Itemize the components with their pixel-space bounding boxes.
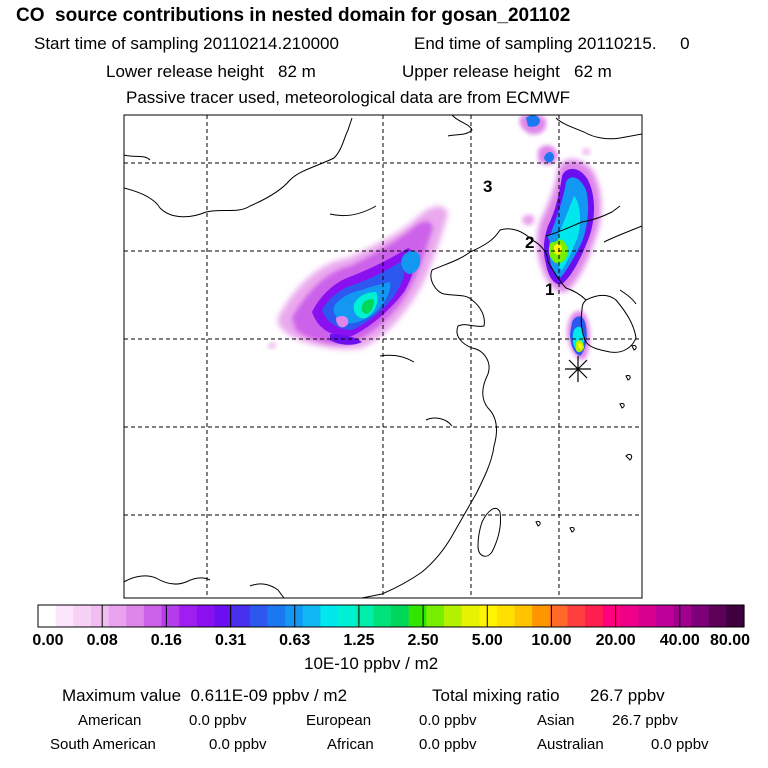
colorbar-cell [426, 605, 445, 627]
colorbar-cell [726, 605, 745, 627]
colorbar-cell [373, 605, 392, 627]
colorbar-cells [38, 605, 745, 627]
colorbar-cell [90, 605, 110, 627]
colorbar-ticks [37, 605, 745, 627]
label-1: 1 [545, 280, 554, 299]
colorbar-cell [143, 605, 163, 627]
total-mixing-label: Total mixing ratio [432, 686, 560, 705]
colorbar-cell [73, 605, 92, 627]
european-label: European [306, 712, 372, 729]
colorbar-cell [461, 605, 480, 627]
colorbar-cell [496, 605, 516, 627]
colorbar-cell [655, 605, 674, 627]
south-american-label: South American [50, 736, 156, 753]
plume-south [567, 310, 591, 360]
max-value-text: Maximum value 0.611E-09 ppbv / m2 [62, 686, 348, 705]
start-time-text: Start time of sampling 20110214.210000 [34, 34, 339, 53]
colorbar-cell [55, 605, 74, 627]
colorbar-cell [126, 605, 145, 627]
colorbar-cell [602, 605, 622, 627]
colorbar-cell [196, 605, 216, 627]
trajectory-labels: 1 2 3 [483, 177, 554, 299]
colorbar-cell [514, 605, 533, 627]
european-value: 0.0 ppbv [419, 712, 477, 729]
colorbar-cell [179, 605, 198, 627]
upper-height-text: Upper release height 62 m [402, 62, 612, 81]
asian-label: Asian [537, 712, 575, 729]
colorbar-tick-label: 10.00 [531, 632, 571, 649]
tracer-note-text: Passive tracer used, meteorological data… [126, 88, 571, 107]
colorbar-tick-label: 0.31 [215, 632, 246, 649]
end-time-text: End time of sampling 20110215. 0 [414, 34, 690, 53]
colorbar-cell [267, 605, 286, 627]
colorbar-cell [638, 605, 657, 627]
american-value: 0.0 ppbv [189, 712, 247, 729]
plot-title: CO source contributions in nested domain… [16, 5, 571, 26]
colorbar-cell [285, 605, 304, 627]
colorbar-cell [585, 605, 604, 627]
colorbar-cell [479, 605, 498, 627]
american-label: American [78, 712, 142, 729]
colorbar-tick-label: 0.00 [32, 632, 63, 649]
colorbar-tick-label: 0.08 [87, 632, 118, 649]
african-label: African [327, 736, 374, 753]
colorbar-cell [549, 605, 569, 627]
colorbar-cell [161, 605, 180, 627]
colorbar-cell [108, 605, 127, 627]
colorbar-cell [708, 605, 727, 627]
asterisk-icon [565, 356, 591, 382]
colorbar-tick-label: 0.16 [151, 632, 182, 649]
colorbar-tick-label: 5.00 [472, 632, 503, 649]
colorbar-tick-label: 80.00 [710, 632, 750, 649]
colorbar-tick-label: 1.25 [343, 632, 374, 649]
colorbar-cell [38, 605, 57, 627]
colorbar-cell [567, 605, 586, 627]
colorbar-cell [673, 605, 692, 627]
label-2: 2 [525, 233, 534, 252]
colorbar-tick-label: 0.63 [279, 632, 310, 649]
colorbar-tick-label: 2.50 [408, 632, 439, 649]
colorbar-cell [620, 605, 639, 627]
colorbar-tick-label: 40.00 [660, 632, 700, 649]
colorbar-cell [408, 605, 427, 627]
colorbar-cell [232, 605, 251, 627]
colorbar-labels: 0.00 0.08 0.16 0.31 0.63 1.25 2.50 5.00 10.00 20.… [32, 632, 750, 649]
colorbar-tick-label: 20.00 [596, 632, 636, 649]
australian-value: 0.0 ppbv [651, 736, 709, 753]
colorbar-cell [302, 605, 321, 627]
asian-value: 26.7 ppbv [612, 712, 678, 729]
african-value: 0.0 ppbv [419, 736, 477, 753]
south-american-value: 0.0 ppbv [209, 736, 267, 753]
graticule [124, 115, 642, 598]
colorbar-cell [214, 605, 233, 627]
colorbar-cell [443, 605, 463, 627]
colorbar-cell [691, 605, 710, 627]
label-3: 3 [483, 177, 492, 196]
total-mixing-value: 26.7 ppbv [590, 686, 665, 705]
plume-northeast [519, 115, 601, 293]
australian-label: Australian [537, 736, 604, 753]
colorbar-units: 10E-10 ppbv / m2 [304, 654, 439, 673]
colorbar-cell [355, 605, 374, 627]
colorbar-cell [391, 605, 410, 627]
map-frame [123, 114, 643, 599]
colorbar-cell [338, 605, 357, 627]
colorbar-cell [532, 605, 551, 627]
colorbar-cell [249, 605, 269, 627]
colorbar-cell [320, 605, 339, 627]
lower-height-text: Lower release height 82 m [106, 62, 316, 81]
plume-west [267, 206, 448, 350]
